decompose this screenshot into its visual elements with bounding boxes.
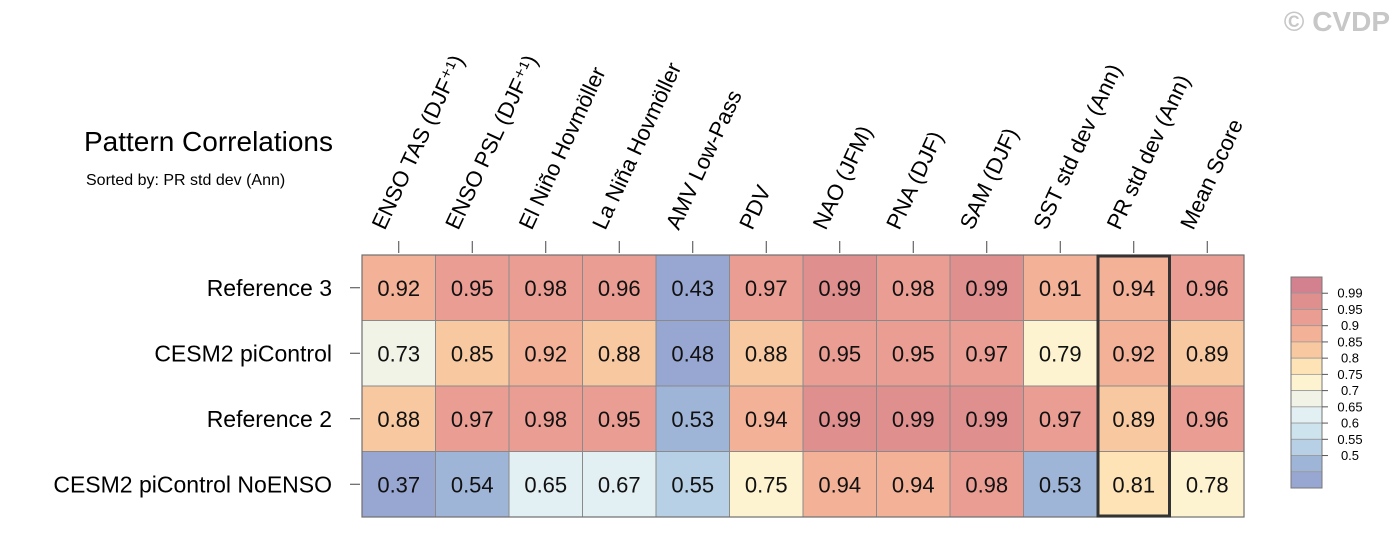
cell-value: 0.85 bbox=[451, 341, 494, 366]
colorbar-segment bbox=[1291, 407, 1322, 423]
cell-value: 0.95 bbox=[451, 276, 494, 301]
cell-value: 0.73 bbox=[377, 341, 420, 366]
cell-value: 0.79 bbox=[1039, 341, 1082, 366]
cell-value: 0.98 bbox=[524, 407, 567, 432]
cell-value: 0.98 bbox=[524, 276, 567, 301]
colorbar-segment bbox=[1291, 309, 1322, 325]
cell-value: 0.92 bbox=[377, 276, 420, 301]
cell-value: 0.37 bbox=[377, 472, 420, 497]
cell-value: 0.95 bbox=[598, 407, 641, 432]
cell-value: 0.53 bbox=[1039, 472, 1082, 497]
row-label: Reference 3 bbox=[207, 275, 332, 301]
cell-value: 0.43 bbox=[671, 276, 714, 301]
colorbar-label: 0.6 bbox=[1341, 416, 1359, 431]
colorbar-segment bbox=[1291, 391, 1322, 407]
colorbar-label: 0.9 bbox=[1341, 318, 1359, 333]
cell-value: 0.99 bbox=[892, 407, 935, 432]
colorbar-segment bbox=[1291, 472, 1322, 488]
colorbar-label: 0.99 bbox=[1337, 286, 1362, 301]
cell-value: 0.53 bbox=[671, 407, 714, 432]
cell-value: 0.92 bbox=[1112, 341, 1155, 366]
cell-value: 0.54 bbox=[451, 472, 494, 497]
column-label: PNA (DJF) bbox=[881, 127, 948, 233]
cell-value: 0.98 bbox=[965, 472, 1008, 497]
colorbar-label: 0.65 bbox=[1337, 399, 1362, 414]
colorbar-segment bbox=[1291, 358, 1322, 374]
cell-value: 0.98 bbox=[892, 276, 935, 301]
colorbar-label: 0.7 bbox=[1341, 383, 1359, 398]
column-label: AMV Low-Pass bbox=[661, 86, 747, 233]
cell-value: 0.99 bbox=[818, 276, 861, 301]
cell-value: 0.78 bbox=[1186, 472, 1229, 497]
column-label: SAM (DJF) bbox=[955, 124, 1024, 233]
cell-value: 0.88 bbox=[598, 341, 641, 366]
cell-value: 0.81 bbox=[1112, 472, 1155, 497]
cell-value: 0.92 bbox=[524, 341, 567, 366]
cell-value: 0.89 bbox=[1112, 407, 1155, 432]
cell-value: 0.48 bbox=[671, 341, 714, 366]
colorbar-segment bbox=[1291, 293, 1322, 309]
row-label: CESM2 piControl NoENSO bbox=[53, 471, 332, 497]
colorbar-label: 0.75 bbox=[1337, 367, 1362, 382]
cell-value: 0.99 bbox=[965, 276, 1008, 301]
cell-value: 0.55 bbox=[671, 472, 714, 497]
cell-value: 0.75 bbox=[745, 472, 788, 497]
cell-value: 0.95 bbox=[892, 341, 935, 366]
column-label: NAO (JFM) bbox=[808, 122, 878, 233]
cell-value: 0.91 bbox=[1039, 276, 1082, 301]
colorbar-label: 0.8 bbox=[1341, 351, 1359, 366]
cell-value: 0.96 bbox=[598, 276, 641, 301]
colorbar-label: 0.5 bbox=[1341, 448, 1359, 463]
colorbar-segment bbox=[1291, 439, 1322, 455]
colorbar-segment bbox=[1291, 423, 1322, 439]
cell-value: 0.65 bbox=[524, 472, 567, 497]
cell-value: 0.94 bbox=[818, 472, 861, 497]
colorbar-segment bbox=[1291, 342, 1322, 358]
cell-value: 0.95 bbox=[818, 341, 861, 366]
cell-value: 0.94 bbox=[1112, 276, 1155, 301]
colorbar-label: 0.55 bbox=[1337, 432, 1362, 447]
colorbar-segment bbox=[1291, 374, 1322, 390]
cell-value: 0.97 bbox=[451, 407, 494, 432]
cell-value: 0.97 bbox=[745, 276, 788, 301]
cell-value: 0.94 bbox=[745, 407, 788, 432]
cell-value: 0.96 bbox=[1186, 276, 1229, 301]
colorbar-label: 0.85 bbox=[1337, 334, 1362, 349]
cell-value: 0.94 bbox=[892, 472, 935, 497]
colorbar-segment bbox=[1291, 456, 1322, 472]
row-label: Reference 2 bbox=[207, 406, 332, 432]
cell-value: 0.97 bbox=[1039, 407, 1082, 432]
cell-value: 0.99 bbox=[818, 407, 861, 432]
cell-value: 0.99 bbox=[965, 407, 1008, 432]
cell-value: 0.88 bbox=[745, 341, 788, 366]
cell-value: 0.97 bbox=[965, 341, 1008, 366]
cell-value: 0.89 bbox=[1186, 341, 1229, 366]
column-label: Mean Score bbox=[1175, 115, 1248, 233]
colorbar-segment bbox=[1291, 277, 1322, 293]
cell-value: 0.67 bbox=[598, 472, 641, 497]
row-label: CESM2 piControl bbox=[154, 340, 332, 366]
column-label: PDV bbox=[734, 181, 776, 233]
cell-value: 0.88 bbox=[377, 407, 420, 432]
colorbar-label: 0.95 bbox=[1337, 302, 1362, 317]
cell-value: 0.96 bbox=[1186, 407, 1229, 432]
colorbar-segment bbox=[1291, 326, 1322, 342]
